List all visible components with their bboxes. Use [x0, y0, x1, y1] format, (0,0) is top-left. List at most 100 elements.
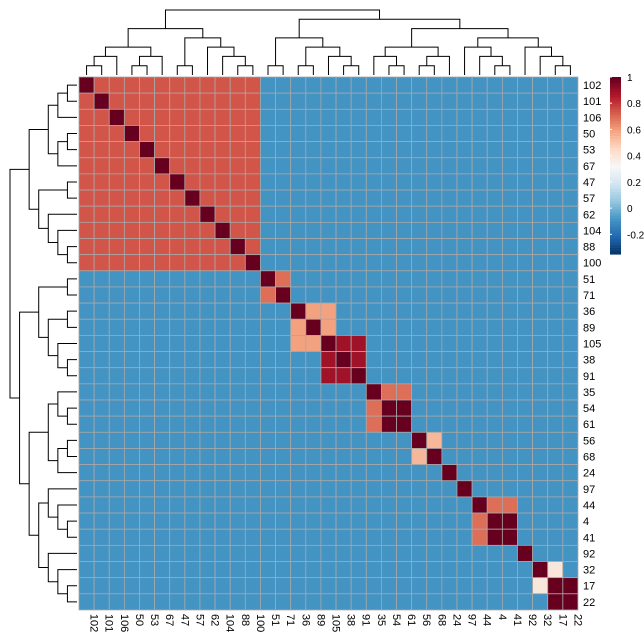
- heatmap-cell: [305, 157, 322, 175]
- heatmap-cell: [501, 464, 518, 482]
- heatmap-cell: [426, 464, 443, 482]
- heatmap-cell: [214, 108, 231, 126]
- heatmap-cell: [78, 528, 95, 546]
- heatmap-cell: [244, 189, 261, 207]
- heatmap-cell: [275, 431, 292, 449]
- heatmap-cell: [78, 76, 95, 94]
- heatmap-cell: [214, 76, 231, 94]
- dendrogram-branch: [207, 46, 235, 75]
- heatmap-cell: [396, 431, 413, 449]
- heatmap-cell: [517, 544, 533, 562]
- heatmap-cell: [214, 593, 231, 611]
- legend-gradient-step: [610, 94, 621, 99]
- heatmap-cell: [275, 528, 292, 546]
- heatmap-cell: [532, 173, 549, 191]
- heatmap-cell: [154, 76, 171, 94]
- heatmap-cell: [471, 334, 488, 352]
- heatmap-cell: [517, 108, 533, 126]
- dendrogram-branch: [426, 55, 450, 75]
- heatmap-cell: [532, 141, 549, 159]
- heatmap-cell: [78, 125, 95, 142]
- heatmap-cell: [426, 528, 443, 546]
- heatmap-cell: [501, 496, 518, 514]
- heatmap-cell: [123, 464, 140, 482]
- heatmap-cell: [486, 383, 503, 401]
- heatmap-cell: [532, 125, 549, 142]
- heatmap-cell: [441, 448, 458, 466]
- heatmap-cell: [244, 254, 261, 272]
- heatmap-cell: [456, 270, 473, 288]
- dendrogram-branch: [479, 55, 503, 75]
- heatmap-cell: [547, 205, 564, 223]
- heatmap-cell: [78, 577, 95, 595]
- heatmap-cell: [562, 464, 579, 482]
- heatmap-cell: [275, 334, 292, 352]
- column-label: 104: [224, 614, 236, 632]
- heatmap-cell: [486, 92, 503, 110]
- legend-gradient-step: [610, 195, 621, 199]
- heatmap-cell: [441, 254, 458, 272]
- heatmap-cell: [290, 367, 307, 385]
- heatmap-cell: [260, 205, 276, 223]
- heatmap-cell: [229, 480, 246, 498]
- heatmap-cell: [532, 448, 549, 466]
- heatmap-cell: [169, 577, 186, 595]
- heatmap-cell: [108, 351, 125, 369]
- heatmap-cell: [290, 302, 307, 320]
- heatmap-cell: [93, 141, 110, 159]
- row-dendrogram: [9, 84, 77, 603]
- row-label: 104: [583, 225, 601, 237]
- dendrogram-branch: [222, 55, 246, 75]
- heatmap-cell: [244, 334, 261, 352]
- heatmap-cell: [320, 302, 337, 320]
- column-label: 102: [88, 614, 100, 632]
- heatmap-cell: [456, 125, 473, 142]
- heatmap-cell: [260, 561, 276, 579]
- dendrogram-branch: [267, 65, 284, 75]
- row-labels: 102 101 106 50 53 67 47 57 62 104 88 100 51 71 36 89 105…: [583, 80, 601, 609]
- heatmap-cell: [260, 367, 276, 385]
- heatmap-cell: [154, 318, 171, 336]
- heatmap-cell: [260, 431, 276, 449]
- heatmap-cell: [562, 431, 579, 449]
- heatmap-cell: [456, 415, 473, 433]
- heatmap-cell: [365, 577, 382, 595]
- heatmap-cell: [199, 480, 216, 498]
- heatmap-cell: [275, 577, 292, 595]
- legend-gradient-step: [610, 124, 621, 128]
- heatmap-cell: [380, 464, 397, 482]
- heatmap-cell: [547, 367, 564, 385]
- heatmap-cell: [562, 577, 579, 595]
- heatmap-cell: [486, 270, 503, 288]
- dendrogram-branch: [131, 65, 148, 75]
- heatmap-cell: [411, 448, 428, 466]
- row-label: 101: [583, 96, 601, 108]
- heatmap-cell: [229, 334, 246, 352]
- heatmap-cell: [78, 205, 95, 223]
- heatmap-cell: [244, 76, 261, 94]
- heatmap-cell: [78, 108, 95, 126]
- heatmap-cell: [108, 141, 125, 159]
- heatmap-cell: [335, 205, 352, 223]
- heatmap-cell: [441, 577, 458, 595]
- heatmap-cell: [93, 383, 110, 401]
- heatmap-cell: [411, 399, 428, 417]
- heatmap-cell: [214, 528, 231, 546]
- heatmap-cell: [350, 286, 367, 304]
- heatmap-cell: [365, 496, 382, 514]
- heatmap-cell: [184, 270, 201, 288]
- heatmap-cell: [169, 496, 186, 514]
- heatmap-cell: [547, 173, 564, 191]
- heatmap-cell: [290, 480, 307, 498]
- heatmap-cell: [380, 577, 397, 595]
- heatmap-cell: [184, 448, 201, 466]
- column-label: 61: [405, 614, 417, 626]
- heatmap-cell: [517, 593, 533, 611]
- heatmap-cell: [184, 351, 201, 369]
- heatmap-cell: [123, 205, 140, 223]
- heatmap-cell: [517, 76, 533, 94]
- heatmap-cell: [396, 480, 413, 498]
- heatmap-cell: [305, 496, 322, 514]
- dendrogram-branch: [327, 55, 352, 75]
- dendrogram-branch: [57, 569, 77, 595]
